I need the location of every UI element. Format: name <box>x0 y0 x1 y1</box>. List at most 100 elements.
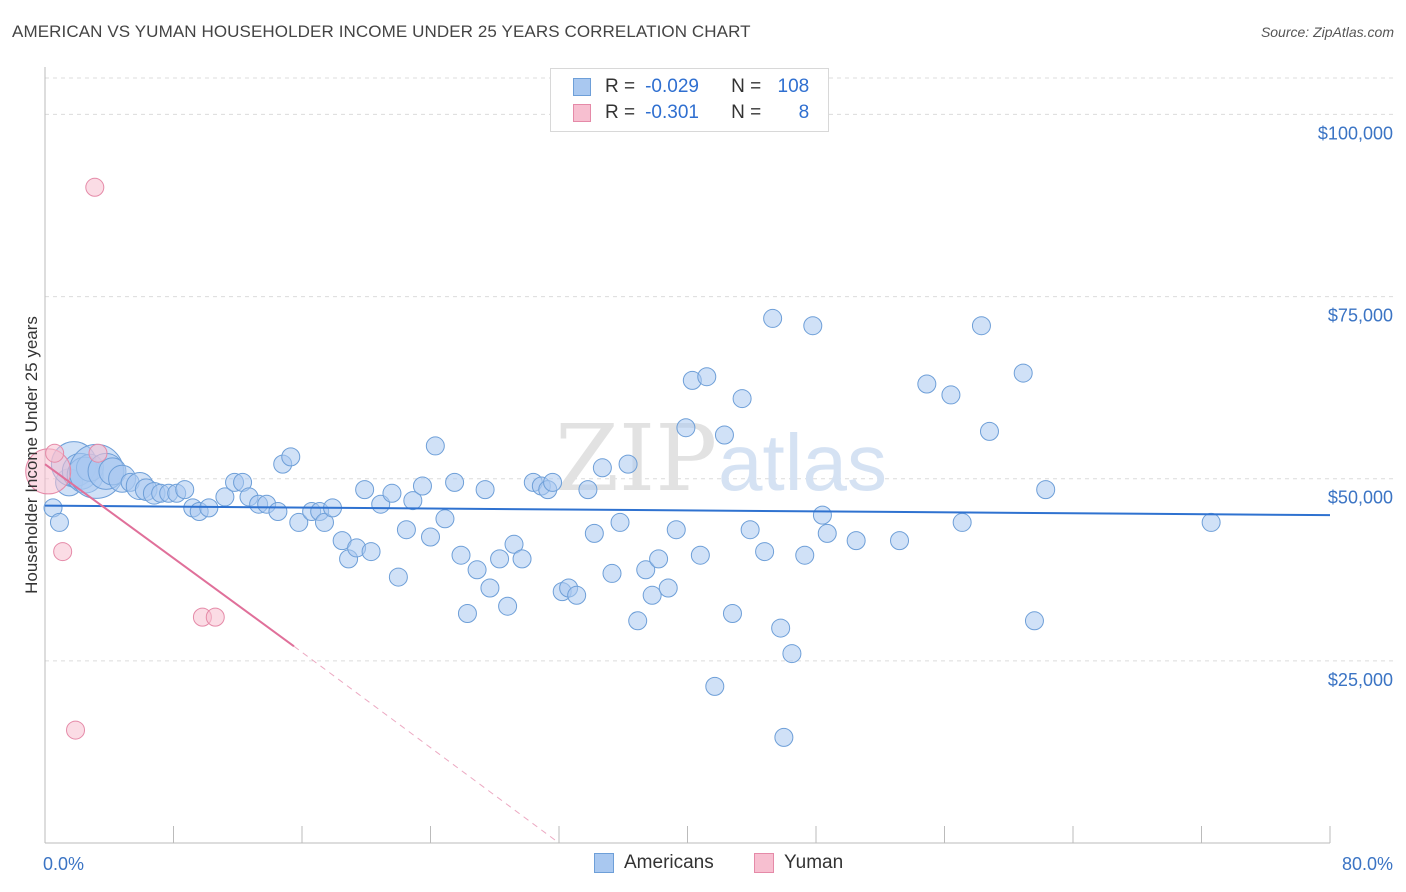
point-americans <box>636 560 656 580</box>
point-americans <box>642 585 662 605</box>
point-americans <box>412 476 432 496</box>
point-americans <box>490 549 510 569</box>
legend-r-label: R = <box>605 102 636 123</box>
legend-r-label: R = <box>605 76 636 97</box>
trend-line-extension-yuman <box>293 645 560 844</box>
point-americans <box>578 480 598 500</box>
point-americans <box>215 487 235 507</box>
point-americans <box>602 563 622 583</box>
point-americans <box>543 472 563 492</box>
point-americans <box>666 520 686 540</box>
point-americans <box>382 483 402 503</box>
axis-labels: $25,000 $50,000 $75,000 $100,000 0.0% 80.0% Ho… <box>22 123 1393 874</box>
point-americans <box>592 458 612 478</box>
point-americans <box>714 425 734 445</box>
y-tick-label: $100,000 <box>1318 123 1393 143</box>
point-americans <box>1036 480 1056 500</box>
legend-swatch-yuman <box>573 104 591 122</box>
legend-row-yuman: R = -0.301 N = 8 <box>573 102 809 124</box>
trend-line-americans <box>44 504 1331 517</box>
point-americans <box>451 545 471 565</box>
legend-item-yuman[interactable]: Yuman <box>754 852 843 874</box>
point-americans <box>705 676 725 696</box>
y-tick-label: $75,000 <box>1328 306 1393 326</box>
legend-n-label: N = <box>731 102 762 123</box>
point-americans <box>314 512 334 532</box>
point-americans <box>755 542 775 562</box>
point-americans <box>281 447 301 467</box>
point-americans <box>445 472 465 492</box>
legend-n-value: 108 <box>777 76 810 97</box>
point-yuman <box>205 607 225 627</box>
point-americans <box>649 549 669 569</box>
data-points <box>25 177 1221 747</box>
point-americans <box>774 727 794 747</box>
point-americans <box>49 512 69 532</box>
point-americans <box>890 531 910 551</box>
x-tick-label-start: 0.0% <box>43 854 84 874</box>
point-yuman <box>53 542 73 562</box>
point-americans <box>817 523 837 543</box>
x-tick-label-end: 80.0% <box>1342 854 1393 874</box>
point-americans <box>763 308 783 328</box>
point-americans <box>795 545 815 565</box>
legend-label-yuman: Yuman <box>784 852 844 873</box>
point-americans <box>941 385 961 405</box>
point-americans <box>952 512 972 532</box>
point-americans <box>475 480 495 500</box>
source-label: Source: ZipAtlas.com <box>1260 24 1394 40</box>
legend-n-value: 8 <box>798 102 810 123</box>
point-americans <box>467 560 487 580</box>
point-americans <box>512 549 532 569</box>
point-americans <box>610 512 630 532</box>
point-americans <box>403 491 423 511</box>
y-tick-label: $25,000 <box>1328 670 1393 690</box>
point-americans <box>1013 363 1033 383</box>
legend-r-value: -0.301 <box>645 102 699 123</box>
legend-swatch-yuman <box>754 853 774 873</box>
point-americans <box>917 374 937 394</box>
point-americans <box>676 418 696 438</box>
point-americans <box>722 604 742 623</box>
point-americans <box>457 604 477 623</box>
watermark-zip: ZIP <box>555 405 717 512</box>
point-americans <box>1024 611 1044 631</box>
chart-title: AMERICAN VS YUMAN HOUSEHOLDER INCOME UND… <box>12 22 751 41</box>
legend-r-value: -0.029 <box>645 76 699 97</box>
y-axis-title: Householder Income Under 25 years <box>22 316 41 594</box>
point-americans <box>812 505 832 525</box>
point-americans <box>498 596 518 616</box>
point-americans <box>435 509 455 529</box>
y-tick-label: $50,000 <box>1328 488 1393 508</box>
point-americans <box>268 502 288 521</box>
point-americans <box>690 545 710 565</box>
legend-label-americans: Americans <box>624 852 714 873</box>
point-americans <box>740 520 760 540</box>
series-legend: Americans Yuman <box>0 852 1406 876</box>
point-yuman <box>85 177 105 197</box>
point-americans <box>697 367 717 387</box>
watermark: ZIP atlas <box>555 405 887 512</box>
point-yuman <box>45 443 65 463</box>
point-americans <box>971 316 991 336</box>
legend-n-label: N = <box>731 76 762 97</box>
point-americans <box>355 480 375 500</box>
legend-item-americans[interactable]: Americans <box>594 852 714 874</box>
point-americans <box>846 531 866 551</box>
legend-row-americans: R = -0.029 N = 108 <box>573 76 809 98</box>
point-americans <box>396 520 416 540</box>
point-americans <box>388 567 408 587</box>
point-americans <box>567 585 587 605</box>
point-americans <box>618 454 638 474</box>
correlation-legend: R = -0.029 N = 108 R = -0.301 N = 8 <box>550 68 829 132</box>
legend-swatch-americans <box>573 78 591 96</box>
point-americans <box>289 512 309 532</box>
point-americans <box>771 618 791 638</box>
point-americans <box>361 542 381 562</box>
point-yuman <box>66 720 86 740</box>
point-americans <box>803 316 823 336</box>
watermark-atlas: atlas <box>718 418 887 507</box>
point-americans <box>175 480 195 500</box>
point-yuman <box>88 443 108 463</box>
